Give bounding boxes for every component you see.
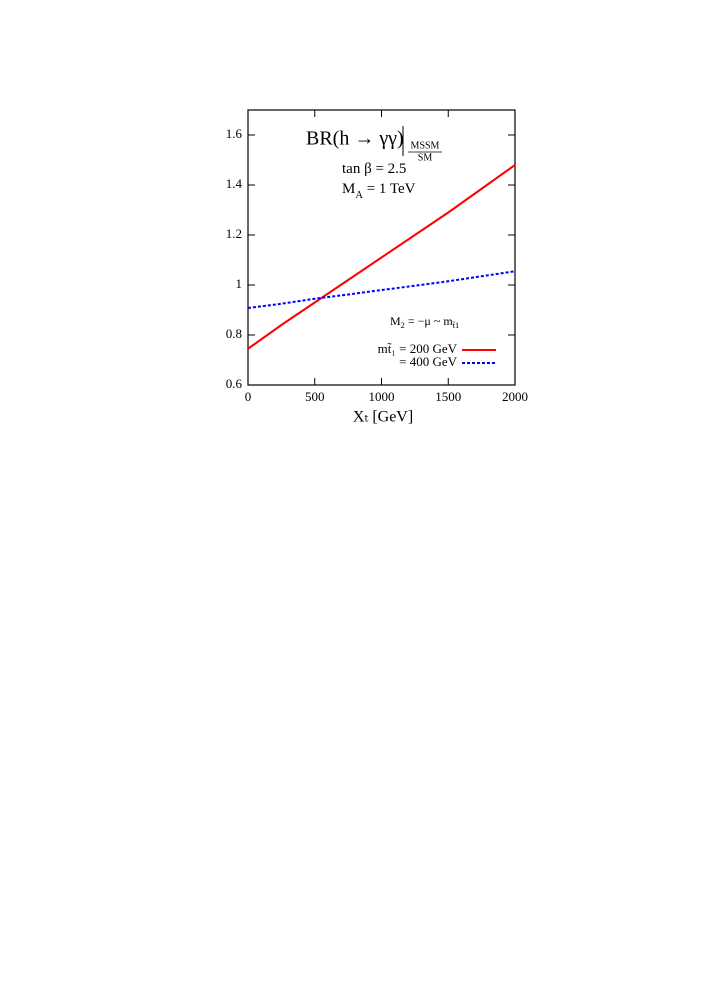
legend-label: = 400 GeV bbox=[399, 354, 457, 369]
y-tick-label: 1 bbox=[236, 276, 243, 291]
x-axis-label: Xₜ [GeV] bbox=[353, 409, 413, 426]
annotation: M2 = −μ ~ mt̃1 bbox=[390, 314, 459, 331]
x-tick-label: 1000 bbox=[369, 389, 395, 404]
title-sub: SM bbox=[418, 152, 433, 163]
annotation-part: M bbox=[390, 314, 401, 328]
annotation-part: = −μ ~ m bbox=[405, 314, 453, 328]
y-tick-label: 1.2 bbox=[226, 226, 242, 241]
x-tick-label: 2000 bbox=[502, 389, 528, 404]
y-tick-label: 1.4 bbox=[226, 176, 243, 191]
x-tick-label: 0 bbox=[245, 389, 252, 404]
annotation-part: tan β = 2.5 bbox=[342, 161, 406, 177]
subscript: A bbox=[355, 190, 363, 201]
y-tick-label: 0.8 bbox=[226, 326, 242, 341]
x-tick-label: 500 bbox=[305, 389, 325, 404]
annotation: tan β = 2.5 bbox=[342, 161, 406, 177]
annotation: MA = 1 TeV bbox=[342, 181, 416, 200]
y-tick-label: 1.6 bbox=[226, 126, 243, 141]
subscript: t̃1 bbox=[452, 321, 459, 330]
subscript: 2 bbox=[401, 321, 405, 330]
y-tick-label: 0.6 bbox=[226, 376, 243, 391]
series-line bbox=[247, 270, 516, 309]
series-line bbox=[247, 164, 516, 350]
title-sup: MSSM bbox=[411, 140, 440, 151]
annotation-part: M bbox=[342, 181, 355, 197]
legend-label: mt̃₁ = 200 GeV bbox=[378, 341, 458, 356]
chart-title: BR(h → γγ) bbox=[306, 128, 404, 150]
x-tick-label: 1500 bbox=[435, 389, 461, 404]
annotation-part: = 1 TeV bbox=[363, 181, 416, 197]
